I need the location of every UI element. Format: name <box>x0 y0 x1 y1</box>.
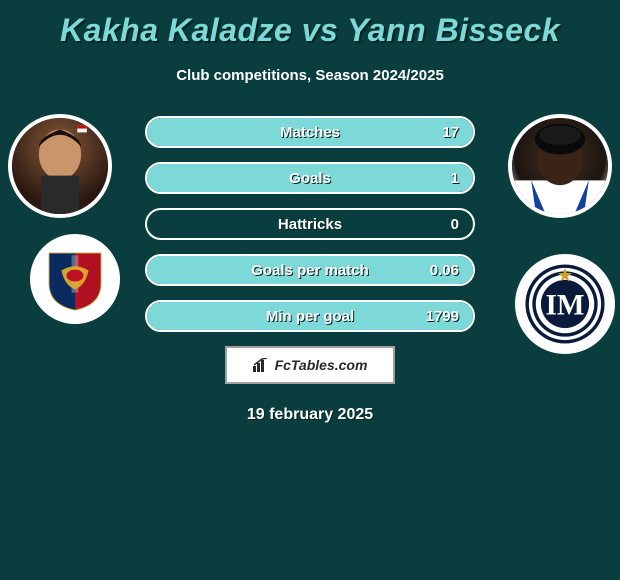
stat-label: Matches <box>280 124 340 141</box>
branding-label: FcTables.com <box>275 357 368 373</box>
person-silhouette-icon <box>512 118 608 214</box>
player-right-photo <box>512 118 608 214</box>
comparison-title: Kakha Kaladze vs Yann Bisseck <box>0 0 620 49</box>
stat-row-goals: Goals 1 <box>145 162 475 194</box>
player-right-avatar <box>508 114 612 218</box>
club-left-badge <box>30 234 120 324</box>
stat-row-goals-per-match: Goals per match 0.06 <box>145 254 475 286</box>
stat-value-right: 1 <box>451 170 459 187</box>
player-left-photo <box>12 118 108 214</box>
svg-text:IM: IM <box>546 289 585 321</box>
stat-value-right: 17 <box>442 124 459 141</box>
comparison-content: IM Matches 17 Goals 1 Hattricks 0 Goals … <box>0 114 620 424</box>
stat-row-matches: Matches 17 <box>145 116 475 148</box>
branding-badge: FcTables.com <box>225 346 395 384</box>
chart-icon <box>253 358 269 372</box>
stat-label: Hattricks <box>278 216 342 233</box>
stat-row-hattricks: Hattricks 0 <box>145 208 475 240</box>
comparison-subtitle: Club competitions, Season 2024/2025 <box>0 67 620 84</box>
club-crest-icon: IM <box>522 261 608 347</box>
person-silhouette-icon <box>12 118 108 214</box>
club-crest-icon <box>41 245 109 313</box>
stat-value-right: 0.06 <box>430 262 459 279</box>
stats-bars: Matches 17 Goals 1 Hattricks 0 Goals per… <box>145 114 475 332</box>
stat-row-min-per-goal: Min per goal 1799 <box>145 300 475 332</box>
stat-label: Goals per match <box>251 262 369 279</box>
stat-label: Min per goal <box>266 308 354 325</box>
comparison-date: 19 february 2025 <box>0 406 620 424</box>
stat-value-right: 0 <box>451 216 459 233</box>
player-left-avatar <box>8 114 112 218</box>
stat-label: Goals <box>289 170 331 187</box>
stat-value-right: 1799 <box>426 308 459 325</box>
club-right-badge: IM <box>515 254 615 354</box>
